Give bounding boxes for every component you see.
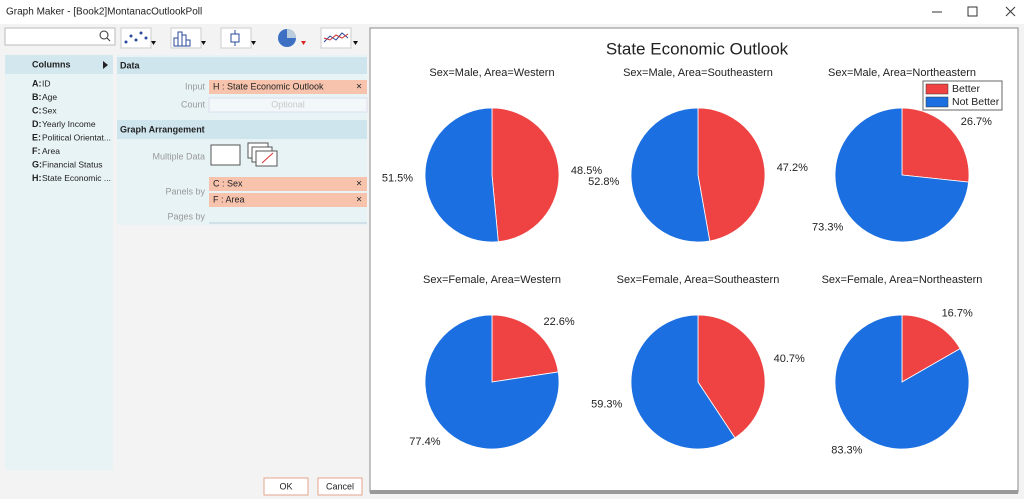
cancel-button[interactable]	[317, 477, 363, 496]
pie-slice	[491, 107, 560, 243]
count-placeholder: Optional	[271, 99, 305, 109]
column-letter: F:	[32, 146, 41, 156]
search-icon	[106, 37, 111, 42]
multiple-data-label: Multiple Data	[152, 151, 205, 161]
value-label: 47.2%	[777, 162, 808, 174]
column-letter: H:	[32, 173, 42, 183]
column-name: Financial Status	[42, 159, 102, 169]
value-label: 48.5%	[571, 165, 602, 177]
panels-by-value: C : Sex	[213, 178, 243, 188]
remove-icon[interactable]: ×	[356, 82, 362, 93]
pie-slice	[630, 107, 711, 243]
search-box[interactable]	[4, 27, 116, 46]
data-header-bg	[117, 57, 367, 74]
layout-overlay-icon[interactable]	[210, 144, 241, 166]
layout-stack-icon[interactable]	[247, 142, 278, 167]
preview-scroll	[370, 490, 1018, 494]
remove-icon[interactable]: ×	[356, 179, 362, 190]
pie-slice	[901, 107, 970, 183]
column-letter: A:	[32, 78, 42, 88]
count-label: Count	[181, 99, 206, 109]
pie-slice	[901, 314, 961, 383]
column-name: State Economic ...	[42, 173, 111, 183]
panel-title: Sex=Female, Area=Southeastern	[617, 274, 780, 286]
columns-header-bg	[5, 55, 113, 74]
value-label: 40.7%	[774, 353, 805, 365]
column-letter: E:	[32, 132, 41, 142]
pie-slice	[834, 107, 970, 243]
chart-title: State Economic Outlook	[606, 39, 789, 58]
columns-header: Columns	[32, 59, 71, 69]
column-name: ID	[42, 78, 51, 88]
panel-title: Sex=Male, Area=Western	[429, 67, 554, 79]
panels-by-field[interactable]	[209, 193, 367, 207]
toolbar[interactable]	[120, 27, 358, 49]
pie-slice	[424, 314, 560, 450]
panels-by-label: Panels by	[165, 186, 205, 196]
input-field[interactable]	[209, 80, 367, 94]
column-letter: C:	[32, 105, 42, 115]
window-title: Graph Maker - [Book2]MontanacOutlookPoll	[6, 7, 202, 18]
pie-slice	[697, 107, 766, 242]
arrangement-header-bg	[117, 120, 367, 139]
remove-icon[interactable]: ×	[356, 195, 362, 206]
value-label: 51.5%	[382, 173, 413, 185]
columns-panel	[5, 55, 113, 470]
panel-title: Sex=Female, Area=Northeastern	[822, 274, 983, 286]
window-controls[interactable]	[932, 6, 1016, 17]
legend-swatch	[925, 83, 949, 95]
ok-button[interactable]	[263, 477, 309, 496]
panels-by-value: F : Area	[213, 194, 245, 204]
column-name: Age	[42, 92, 57, 102]
search-icon	[99, 30, 109, 40]
value-label: 83.3%	[831, 444, 862, 456]
arrangement-header: Graph Arrangement	[120, 124, 205, 134]
ok-label: OK	[279, 481, 292, 491]
value-label: 26.7%	[961, 116, 992, 128]
pie-slice	[491, 314, 559, 383]
input-value: H : State Economic Outlook	[213, 81, 324, 91]
value-label: 16.7%	[942, 308, 973, 320]
legend-label: Not Better	[952, 96, 1000, 108]
title-bar	[0, 0, 1024, 24]
pie-slice	[834, 314, 970, 450]
pie-slice	[630, 314, 736, 450]
panel-title: Sex=Male, Area=Northeastern	[828, 67, 976, 79]
value-label: 22.6%	[543, 316, 574, 328]
column-name: Political Orientat...	[42, 132, 111, 142]
legend-label: Better	[952, 83, 981, 95]
panels-by-field[interactable]	[209, 177, 367, 191]
panel-title: Sex=Female, Area=Western	[423, 274, 561, 286]
value-label: 52.8%	[588, 176, 619, 188]
value-label: 77.4%	[409, 436, 440, 448]
expand-arrow[interactable]	[103, 61, 108, 69]
count-field[interactable]	[208, 97, 368, 113]
pie-slice	[424, 107, 499, 243]
legend-swatch	[925, 96, 949, 108]
pages-by-label: Pages by	[167, 211, 205, 221]
data-header: Data	[120, 60, 141, 70]
panel-title: Sex=Male, Area=Southeastern	[623, 67, 773, 79]
input-label: Input	[185, 81, 206, 91]
column-letter: B:	[32, 92, 42, 102]
column-name: Yearly Income	[42, 119, 96, 129]
column-letter: D:	[32, 119, 42, 129]
cancel-label: Cancel	[326, 481, 354, 491]
value-label: 73.3%	[812, 222, 843, 234]
column-name: Area	[42, 146, 60, 156]
column-name: Sex	[42, 105, 57, 115]
value-label: 59.3%	[591, 399, 622, 411]
column-letter: G:	[32, 159, 42, 169]
